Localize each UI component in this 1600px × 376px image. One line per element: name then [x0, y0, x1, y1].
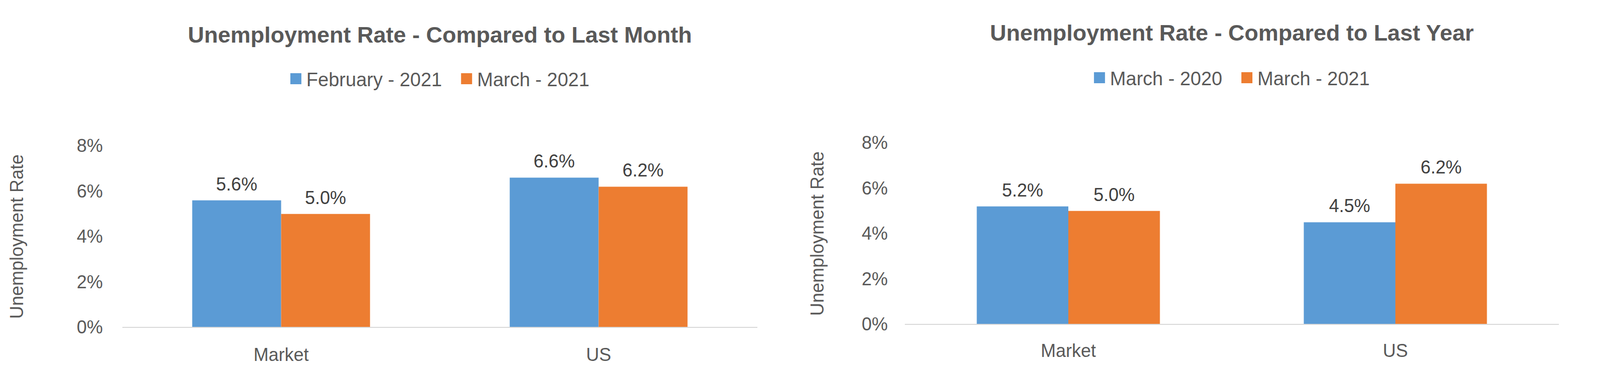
- legend-swatch: [460, 73, 472, 85]
- legend-swatch: [290, 73, 302, 85]
- x-tick-label: US: [585, 344, 611, 366]
- data-labels: 5.2% 5.0% 4.5% 6.2%: [1002, 156, 1463, 217]
- y-tick-label: 6%: [76, 181, 103, 202]
- x-tick-label: Market: [253, 344, 309, 366]
- data-label: 6.2%: [1420, 156, 1462, 178]
- legend-swatch: [1241, 72, 1253, 84]
- y-tick-label: 6%: [861, 178, 888, 199]
- data-label: 6.2%: [622, 160, 664, 181]
- bar: [1068, 211, 1161, 325]
- x-axis-line: [904, 324, 1559, 326]
- bar: [509, 177, 599, 328]
- chart-canvas: Unemployment Rate - Compared to Last Mon…: [0, 0, 1600, 376]
- bar: [1395, 183, 1488, 325]
- y-tick-label: 2%: [861, 268, 888, 290]
- legend-label: February - 2021: [306, 69, 442, 91]
- data-label: 5.0%: [304, 187, 347, 209]
- legend: February - 2021 March - 2021: [290, 69, 590, 91]
- bars: [976, 183, 1487, 325]
- y-tick-label: 8%: [76, 135, 103, 156]
- y-tick-label: 4%: [861, 223, 888, 244]
- chart: Unemployment Rate - Compared to Last Mon…: [6, 22, 758, 366]
- data-label: 5.2%: [1002, 180, 1044, 201]
- y-tick-label: 4%: [76, 226, 103, 247]
- x-axis-line: [122, 327, 758, 329]
- bar: [976, 206, 1069, 325]
- legend-swatch: [1093, 72, 1105, 84]
- legend-label: March - 2021: [1257, 68, 1370, 90]
- legend-label: March - 2020: [1109, 68, 1223, 90]
- legend: March - 2020 March - 2021: [1093, 68, 1370, 90]
- bars: [192, 177, 688, 328]
- chart: Unemployment Rate - Compared to Last Yea…: [807, 20, 1559, 362]
- y-tick-label: 0%: [76, 316, 103, 338]
- data-label: 5.0%: [1093, 184, 1135, 206]
- bar: [192, 200, 281, 328]
- bar: [1303, 222, 1396, 325]
- y-tick-label: 8%: [861, 132, 888, 153]
- y-tick-label: 2%: [76, 271, 103, 293]
- data-label: 5.6%: [216, 174, 258, 195]
- bar: [598, 186, 688, 328]
- x-tick-label: Market: [1040, 340, 1096, 362]
- chart-title: Unemployment Rate - Compared to Last Yea…: [990, 20, 1474, 46]
- chart-title: Unemployment Rate - Compared to Last Mon…: [187, 22, 692, 48]
- legend-label: March - 2021: [476, 69, 590, 91]
- bar: [281, 214, 371, 328]
- data-labels: 5.6% 5.0% 6.6% 6.2%: [216, 150, 664, 208]
- y-tick-label: 0%: [861, 313, 888, 335]
- x-tick-label: US: [1382, 340, 1408, 362]
- y-axis-label: Unemployment Rate: [807, 151, 828, 316]
- data-label: 4.5%: [1329, 195, 1371, 217]
- y-axis-label: Unemployment Rate: [6, 154, 28, 319]
- data-label: 6.6%: [533, 150, 575, 172]
